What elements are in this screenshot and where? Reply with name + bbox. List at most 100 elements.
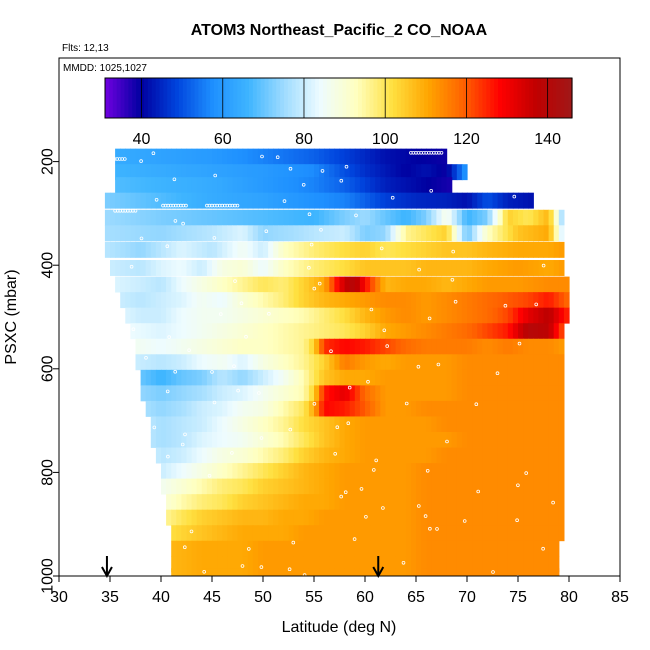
heatmap-cell [441,354,448,371]
heatmap-cell [232,338,239,355]
colorbar-swatch [167,78,172,118]
heatmap-cell [150,307,157,324]
heatmap-cell [201,556,208,573]
heatmap-cell [523,385,529,402]
heatmap-cell [314,209,320,226]
heatmap-cell [252,463,259,480]
heatmap-cell [227,432,233,448]
heatmap-cell [354,323,361,340]
heatmap-cell [370,177,376,194]
heatmap-cell [339,400,346,417]
heatmap-cell [252,177,259,194]
heatmap-cell [191,432,198,448]
heatmap-cell [334,400,341,417]
heatmap-cell [283,276,290,293]
heatmap-cell [533,209,539,226]
heatmap-cell [538,447,545,464]
heatmap-cell [390,338,397,355]
heatmap-cell [349,509,356,526]
heatmap-cell [380,447,386,464]
heatmap-cell [329,209,335,226]
heatmap-cell [166,148,172,165]
heatmap-cell [441,509,448,526]
heatmap-cell [130,148,137,165]
heatmap-cell [385,416,392,433]
heatmap-cell [533,525,539,542]
heatmap-cell [181,260,188,276]
heatmap-cell [155,148,162,165]
heatmap-cell [390,416,397,433]
colorbar-swatch [264,78,270,118]
y-tick-label: 400 [40,252,57,279]
heatmap-cell [324,241,330,258]
heatmap-cell [375,432,381,448]
heatmap-cell [400,385,407,402]
heatmap-cell [227,525,233,542]
heatmap-cell [217,148,223,165]
heatmap-cell [472,432,478,448]
heatmap-cell [186,225,193,242]
heatmap-cell [110,209,116,226]
heatmap-cell [283,463,290,480]
heatmap-cell [523,525,529,542]
heatmap-cell [410,225,417,242]
heatmap-cell [456,416,463,433]
heatmap-cell [426,276,432,293]
heatmap-cell [461,556,468,573]
heatmap-cell [467,323,473,340]
heatmap-cell [201,369,208,386]
heatmap-cell [518,494,524,511]
heatmap-cell [196,416,203,433]
heatmap-cell [324,307,330,324]
heatmap-cell [446,385,453,402]
heatmap-cell [533,369,539,386]
sample-point [428,526,432,531]
heatmap-cell [451,354,458,371]
heatmap-cell [303,192,310,209]
heatmap-cell [553,323,560,340]
heatmap-cell [461,354,468,371]
heatmap-cell [319,148,325,165]
heatmap-cell [441,568,448,577]
heatmap-cell [507,385,514,402]
heatmap-cell [237,463,244,480]
sample-point [257,391,261,395]
heatmap-cell [293,447,300,464]
heatmap-cell [150,354,157,371]
heatmap-cell [222,540,228,557]
heatmap-cell [416,463,422,480]
heatmap-cell [482,323,488,340]
heatmap-cell [395,556,402,573]
heatmap-cell [451,509,458,526]
heatmap-cell [370,276,376,293]
heatmap-cell [395,385,402,402]
heatmap-cell [227,276,233,293]
heatmap-cell [344,209,351,226]
heatmap-cell [523,209,529,226]
heatmap-cell [191,463,198,480]
heatmap-cell [268,494,274,511]
heatmap-cell [523,478,529,495]
heatmap-cell [247,478,254,495]
heatmap-cell [155,385,162,402]
heatmap-cell [227,556,233,573]
heatmap-cell [283,525,290,542]
heatmap-cell [206,494,213,511]
heatmap-cell [538,478,545,495]
heatmap-cell [436,525,443,542]
heatmap-cell [186,463,193,480]
heatmap-cell [502,276,509,293]
heatmap-cell [410,354,417,371]
heatmap-cell [130,164,137,181]
heatmap-cell [201,494,208,511]
colorbar-swatch [420,78,425,118]
heatmap-cell [181,494,188,511]
colorbar-swatch [509,78,515,118]
x-tick-label: 75 [509,589,527,606]
heatmap-cell [201,509,208,526]
heatmap-cell [334,509,341,526]
heatmap-cell [558,432,565,448]
heatmap-cell [553,447,560,464]
heatmap-cell [201,540,208,557]
heatmap-cell [441,540,448,557]
